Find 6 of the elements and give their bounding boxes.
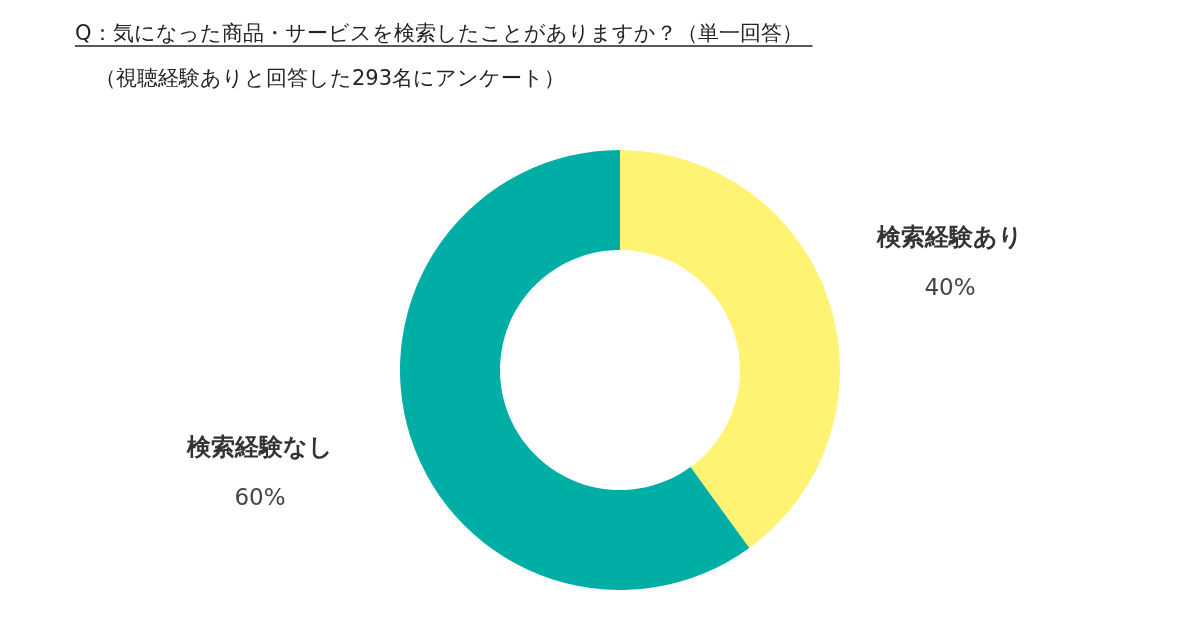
data-label: 40% — [924, 274, 976, 300]
title: Q：気になった商品・サービスを検索したことがありますか？（単一回答） — [75, 21, 803, 45]
slice-label: 検索経験なし — [186, 433, 333, 461]
slice-label: 検索経験あり — [876, 223, 1023, 251]
subtitle: （視聴経験ありと回答した293名にアンケート） — [95, 66, 566, 90]
data-label: 60% — [234, 484, 286, 510]
